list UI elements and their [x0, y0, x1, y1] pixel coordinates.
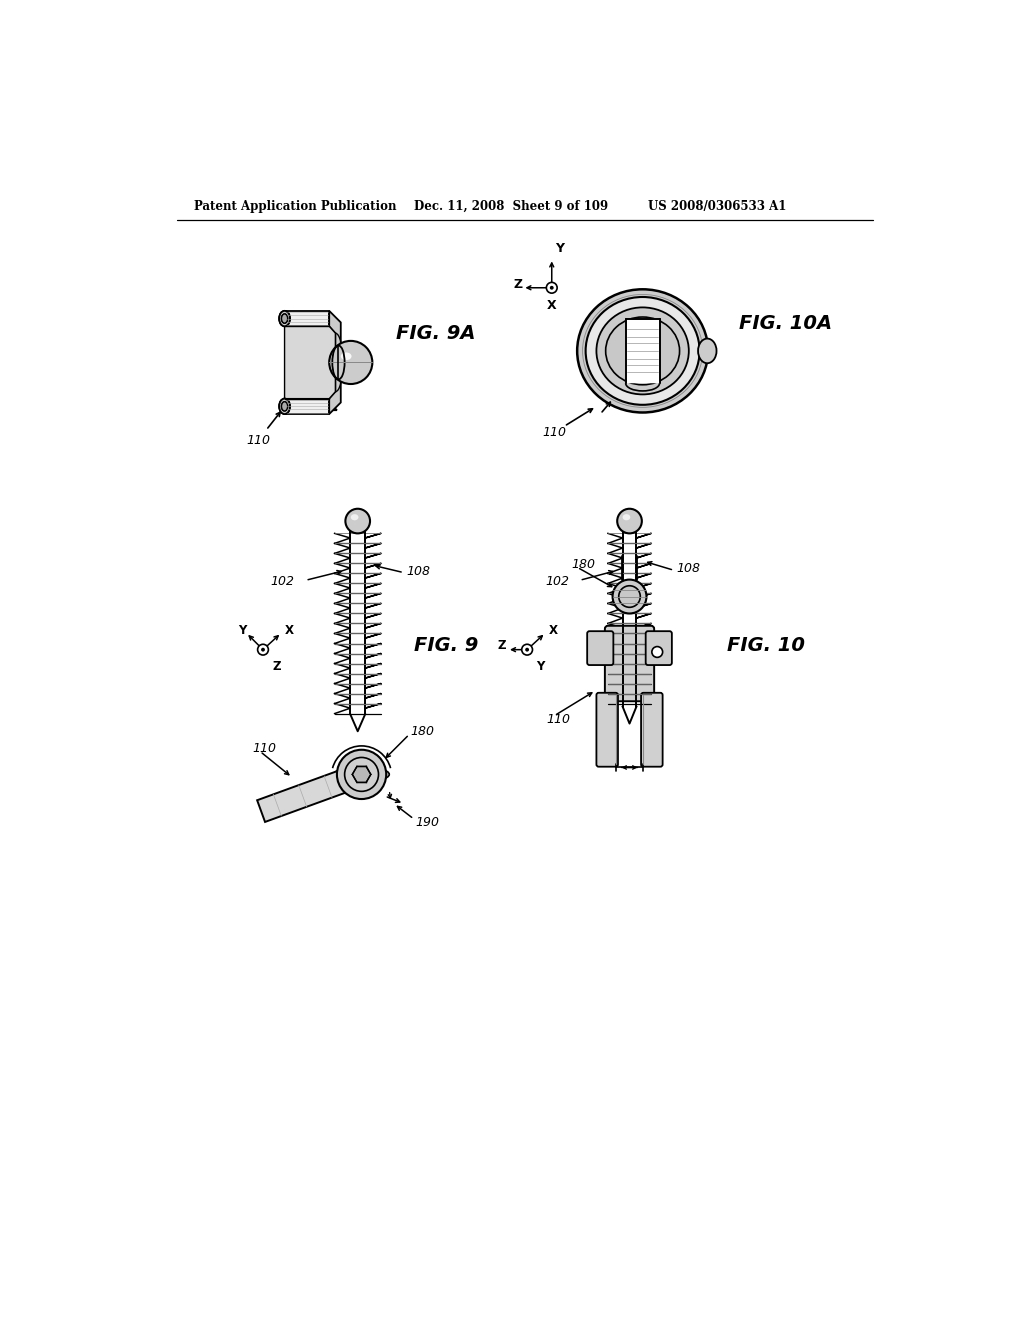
Text: 108: 108: [677, 562, 700, 576]
Polygon shape: [285, 312, 330, 326]
Polygon shape: [352, 767, 371, 783]
Polygon shape: [285, 399, 330, 414]
Text: Z: Z: [498, 639, 506, 652]
FancyBboxPatch shape: [605, 626, 654, 701]
Circle shape: [652, 647, 663, 657]
Text: 180: 180: [571, 557, 596, 570]
Ellipse shape: [280, 312, 290, 326]
Text: Z: Z: [272, 660, 281, 673]
Text: X: X: [547, 298, 557, 312]
Text: Y: Y: [537, 660, 545, 673]
Text: 110: 110: [543, 426, 566, 440]
Text: Patent Application Publication: Patent Application Publication: [194, 199, 396, 213]
Ellipse shape: [596, 308, 689, 395]
Circle shape: [617, 508, 642, 533]
Circle shape: [345, 508, 370, 533]
Ellipse shape: [282, 401, 288, 411]
Ellipse shape: [334, 767, 389, 781]
Ellipse shape: [282, 314, 288, 323]
FancyBboxPatch shape: [641, 693, 663, 767]
Text: FIG. 9A: FIG. 9A: [396, 325, 476, 343]
Text: US 2008/0306533 A1: US 2008/0306533 A1: [648, 199, 786, 213]
Circle shape: [261, 648, 265, 652]
Text: X: X: [549, 624, 558, 638]
Ellipse shape: [280, 312, 290, 326]
Circle shape: [550, 286, 554, 289]
Text: 180: 180: [411, 725, 435, 738]
Text: 102: 102: [546, 574, 569, 587]
Ellipse shape: [605, 317, 680, 385]
Text: FIG. 10A: FIG. 10A: [739, 314, 831, 334]
Ellipse shape: [280, 399, 290, 414]
Text: 110: 110: [252, 742, 276, 755]
Polygon shape: [285, 326, 336, 399]
Ellipse shape: [351, 513, 358, 520]
Text: FIG. 9: FIG. 9: [414, 635, 478, 655]
Polygon shape: [257, 760, 374, 822]
Circle shape: [525, 648, 529, 652]
Text: 110: 110: [246, 434, 270, 447]
Ellipse shape: [280, 399, 290, 414]
Polygon shape: [285, 403, 337, 411]
Polygon shape: [330, 312, 341, 414]
Circle shape: [618, 586, 640, 607]
Circle shape: [337, 750, 386, 799]
FancyBboxPatch shape: [596, 693, 617, 767]
Text: Y: Y: [239, 624, 247, 638]
Ellipse shape: [586, 297, 699, 405]
Text: Z: Z: [513, 279, 522, 292]
Ellipse shape: [341, 352, 351, 360]
Text: X: X: [285, 624, 294, 638]
Text: 102: 102: [270, 574, 295, 587]
Circle shape: [547, 282, 557, 293]
FancyBboxPatch shape: [646, 631, 672, 665]
Text: Dec. 11, 2008  Sheet 9 of 109: Dec. 11, 2008 Sheet 9 of 109: [414, 199, 608, 213]
Circle shape: [345, 758, 379, 791]
Text: 110: 110: [547, 713, 570, 726]
Ellipse shape: [282, 401, 288, 411]
FancyBboxPatch shape: [587, 631, 613, 665]
Circle shape: [521, 644, 532, 655]
Ellipse shape: [578, 289, 708, 413]
Circle shape: [612, 579, 646, 614]
Text: Y: Y: [555, 243, 564, 256]
Polygon shape: [285, 314, 337, 322]
Text: FIG. 10: FIG. 10: [727, 635, 805, 655]
Text: 190: 190: [416, 816, 439, 829]
FancyBboxPatch shape: [626, 318, 659, 383]
Circle shape: [330, 341, 373, 384]
Ellipse shape: [698, 338, 717, 363]
Ellipse shape: [282, 314, 288, 323]
Text: 108: 108: [407, 565, 430, 578]
Ellipse shape: [623, 513, 631, 520]
Circle shape: [258, 644, 268, 655]
